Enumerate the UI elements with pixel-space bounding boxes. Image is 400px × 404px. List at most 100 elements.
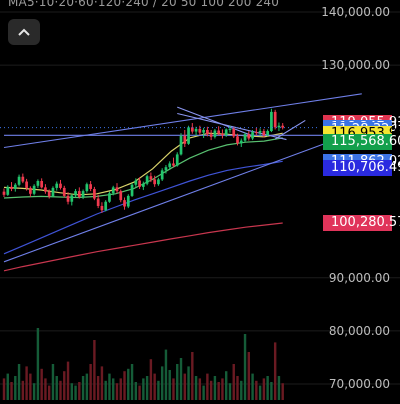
candle (281, 123, 285, 130)
candle (111, 185, 115, 196)
candle (251, 129, 254, 141)
candle (258, 128, 262, 137)
candle (206, 126, 209, 137)
candle (273, 109, 277, 130)
moving-average-line (3, 222, 283, 272)
y-axis-tick-label: 70,000.00 (328, 377, 390, 392)
candle (187, 125, 190, 145)
candle-body (266, 131, 269, 136)
candle-body (209, 134, 213, 137)
candle-body (254, 132, 258, 134)
candle-body (149, 176, 153, 180)
volume-bar (70, 383, 73, 400)
candle-body (217, 130, 221, 134)
volume-bar (247, 352, 251, 400)
trend-line (3, 93, 362, 149)
candle-body (130, 184, 134, 196)
candle-body (262, 131, 266, 136)
candle (217, 126, 221, 136)
candle-body (141, 183, 145, 187)
indicator-label: MA5·10·20·60·120·240 / 20 50 100 200 240 (8, 0, 280, 9)
candle (172, 157, 175, 168)
candle (47, 189, 51, 199)
candle-body (17, 176, 21, 185)
candle-body (96, 198, 100, 206)
volume-bar (183, 373, 186, 400)
volume-bar (262, 378, 266, 400)
volume-bar (51, 364, 55, 400)
trend-line (3, 129, 362, 263)
volume-bar (63, 371, 66, 400)
candle-body (164, 167, 168, 171)
candle-body (85, 184, 89, 192)
candle-body (93, 188, 96, 199)
candle-body (66, 195, 70, 202)
candle (36, 179, 40, 188)
volume-bar (44, 378, 47, 400)
candle (164, 165, 168, 174)
volume-bar (232, 364, 235, 400)
collapse-button[interactable] (8, 19, 40, 45)
candle (40, 178, 44, 189)
volume-bar (164, 349, 168, 400)
volume-bar (93, 340, 96, 400)
candle (141, 181, 145, 191)
candle (66, 192, 70, 205)
candle (2, 188, 6, 197)
candle-body (160, 170, 164, 180)
candle-body (115, 187, 119, 192)
candle-body (119, 191, 123, 201)
volume-bar (81, 376, 85, 400)
volume-bar (89, 364, 92, 400)
volume-bar (36, 328, 40, 400)
trend-line (177, 106, 253, 137)
volume-bar (59, 380, 62, 400)
volume-bar (270, 382, 273, 400)
volume-bar (108, 373, 111, 400)
candle (130, 183, 134, 197)
candle-body (221, 133, 224, 136)
volume-bar (25, 366, 28, 400)
candle (100, 202, 104, 213)
candle-body (111, 187, 115, 194)
candle-body (100, 205, 104, 211)
candle-body (247, 134, 251, 139)
candle (93, 186, 96, 201)
candle-body (213, 130, 217, 137)
candle (51, 186, 55, 198)
candle (198, 125, 202, 135)
chevron-up-icon (18, 28, 30, 36)
volume-bar (217, 382, 220, 400)
candle-body (138, 180, 141, 187)
candle (44, 184, 47, 194)
volume-bar (221, 378, 224, 400)
candle-body (51, 187, 55, 197)
candle-body (89, 184, 92, 189)
candle (194, 126, 198, 136)
candle (202, 127, 205, 138)
candle-body (224, 129, 228, 136)
volume-bar (74, 385, 77, 400)
candle-body (270, 111, 273, 132)
moving-average-line (3, 160, 283, 255)
volume-bar (127, 368, 130, 400)
candle (21, 173, 25, 184)
volume-bar (157, 380, 160, 400)
candle (228, 125, 232, 133)
candle (74, 188, 77, 198)
volume-bar (206, 373, 209, 400)
candle-body (183, 135, 187, 144)
candle-body (273, 111, 277, 128)
candle-body (251, 132, 254, 139)
volume-bar (29, 373, 32, 400)
candle-body (172, 163, 175, 166)
candle (108, 191, 111, 203)
candle (134, 178, 138, 187)
candle (209, 129, 213, 141)
candle-body (153, 179, 157, 185)
volume-bar (236, 376, 239, 400)
candle (10, 182, 13, 192)
volume-bar (104, 380, 107, 400)
